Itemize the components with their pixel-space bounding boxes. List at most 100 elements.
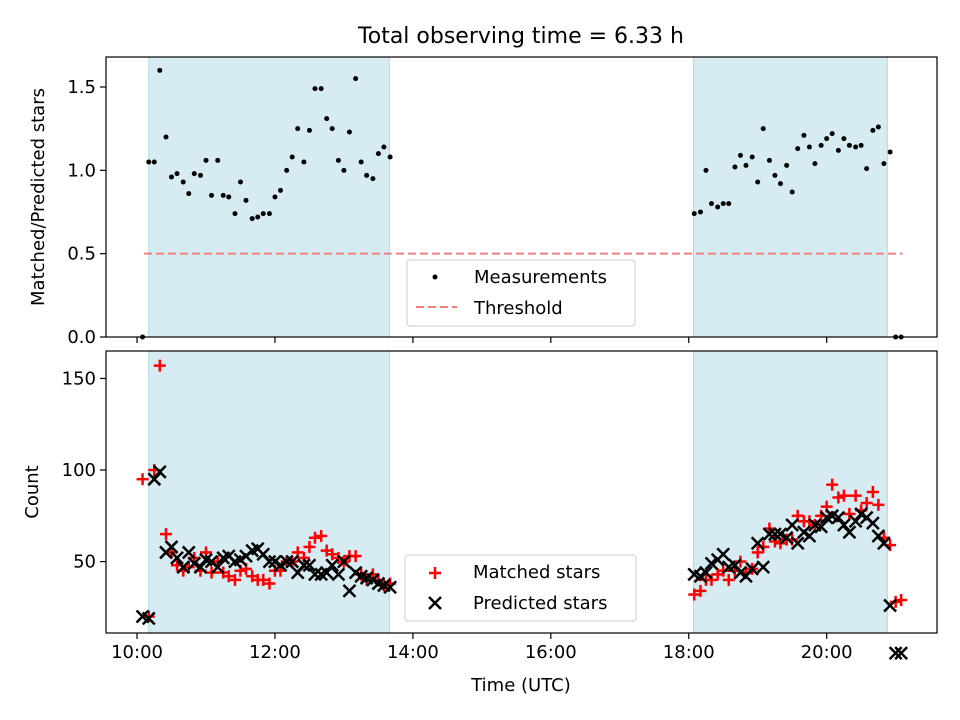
matched-star-point — [257, 573, 270, 586]
predicted-star-point — [894, 646, 909, 661]
y-tick-label: 1.0 — [67, 160, 96, 181]
matched-star-point — [303, 540, 316, 553]
measurement-point — [789, 189, 795, 195]
measurement-point — [875, 124, 881, 130]
measurement-point — [364, 172, 370, 178]
predicted-star-point — [790, 536, 805, 551]
predicted-star-markers — [135, 464, 909, 661]
measurement-point — [318, 86, 324, 92]
predicted-star-point — [779, 530, 794, 545]
predicted-star-point — [331, 567, 346, 582]
matched-star-point — [688, 588, 701, 601]
shaded-interval — [148, 350, 390, 634]
predicted-star-point — [164, 540, 179, 554]
measurement-point — [266, 211, 272, 217]
predicted-star-point — [785, 518, 800, 532]
measurement-point — [829, 131, 835, 137]
predicted-star-point — [871, 529, 886, 543]
measurement-point — [272, 194, 278, 200]
bottom-y-axis: 50 100 150 — [62, 368, 106, 573]
measurement-point — [387, 154, 393, 160]
predicted-star-point — [745, 562, 760, 576]
measurement-point — [703, 167, 709, 173]
measurement-point — [812, 161, 818, 167]
matched-star-point — [136, 473, 149, 486]
matched-star-point — [826, 478, 839, 491]
top-panel: 0.0 0.5 1.0 1.5 Matched/Predicted stars Mea… — [28, 56, 938, 348]
predicted-star-point — [273, 558, 288, 573]
measurement-point — [732, 164, 738, 170]
legend-predicted-label: Predicted stars — [473, 593, 607, 614]
matched-star-point — [837, 489, 850, 502]
y-tick-label: 100 — [62, 460, 96, 481]
measurement-point — [277, 187, 283, 193]
measurement-point — [358, 159, 364, 165]
bottom-plot-frame — [105, 350, 938, 634]
matched-star-point — [360, 573, 373, 586]
top-x-ticks — [136, 337, 828, 343]
predicted-star-point — [302, 558, 317, 573]
measurement-point — [312, 86, 318, 92]
measurement-point — [186, 191, 192, 197]
x-tick-label: 18:00 — [663, 642, 715, 663]
measurement-point — [887, 149, 893, 155]
measurement-point — [853, 144, 859, 150]
measurement-point — [284, 167, 290, 173]
x-tick-label: 14:00 — [387, 642, 439, 663]
measurement-point — [157, 67, 163, 73]
measurement-point — [146, 159, 152, 165]
matched-star-point — [297, 551, 310, 564]
y-tick-label: 0.0 — [67, 327, 96, 348]
matched-star-point — [751, 546, 764, 559]
x-tick-label: 16:00 — [525, 642, 577, 663]
matched-star-point — [734, 555, 747, 568]
predicted-star-point — [147, 472, 162, 487]
measurement-point — [760, 126, 766, 132]
matched-star-point — [722, 573, 735, 586]
matched-star-point — [757, 540, 770, 553]
figure-title: Total observing time = 6.33 h — [357, 24, 684, 49]
shaded-interval — [693, 350, 888, 634]
matched-star-point — [349, 550, 362, 563]
measurement-point — [743, 162, 749, 168]
measurement-point — [858, 142, 864, 148]
top-legend: Measurements Threshold — [406, 259, 636, 327]
predicted-star-point — [865, 516, 880, 531]
predicted-star-point — [699, 565, 713, 580]
measurement-point — [215, 157, 221, 163]
matched-star-point — [705, 573, 718, 586]
measurement-point — [260, 211, 266, 217]
x-axis-label: Time (UTC) — [470, 675, 571, 696]
matched-star-point — [315, 529, 328, 542]
measurement-point — [306, 127, 312, 133]
measurement-point — [329, 126, 335, 132]
legend-measurement-marker — [432, 274, 438, 280]
matched-star-point — [694, 584, 707, 597]
matched-star-point — [263, 577, 276, 590]
measurement-point — [243, 197, 249, 203]
bottom-y-axis-label: Count — [22, 465, 43, 518]
measurement-point — [870, 127, 876, 133]
predicted-star-point — [342, 583, 357, 598]
predicted-star-point — [383, 580, 398, 595]
measurement-point — [203, 157, 209, 163]
bottom-x-axis: 10:00 12:00 14:00 16:00 18:00 20:00 — [111, 633, 853, 663]
measurement-point — [726, 201, 732, 207]
y-tick-label: 50 — [73, 552, 96, 573]
measurement-point — [180, 179, 186, 185]
measurement-point — [777, 181, 783, 187]
matched-star-point — [872, 498, 885, 511]
measurement-point — [841, 136, 847, 142]
measurement-point — [381, 144, 387, 150]
matched-star-point — [308, 531, 321, 544]
predicted-star-point — [848, 514, 863, 529]
matched-star-point — [889, 595, 902, 608]
predicted-star-point — [762, 527, 777, 542]
measurement-point — [708, 201, 714, 207]
measurement-point — [715, 204, 721, 210]
predicted-star-point — [837, 518, 851, 532]
predicted-star-point — [319, 565, 334, 580]
top-y-axis: 0.0 0.5 1.0 1.5 — [67, 77, 106, 348]
measurement-point — [295, 126, 301, 132]
